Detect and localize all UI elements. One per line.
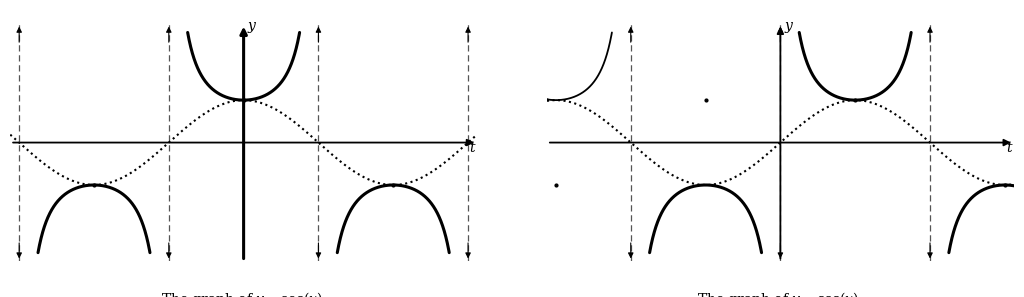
Text: The graph of $y = \sec(x)$.: The graph of $y = \sec(x)$. [161,290,327,297]
Text: y: y [248,19,255,33]
Text: The graph of $y = \csc(x)$.: The graph of $y = \csc(x)$. [697,290,863,297]
Text: t: t [1007,141,1012,155]
Text: t: t [469,141,475,155]
Text: y: y [784,19,793,33]
